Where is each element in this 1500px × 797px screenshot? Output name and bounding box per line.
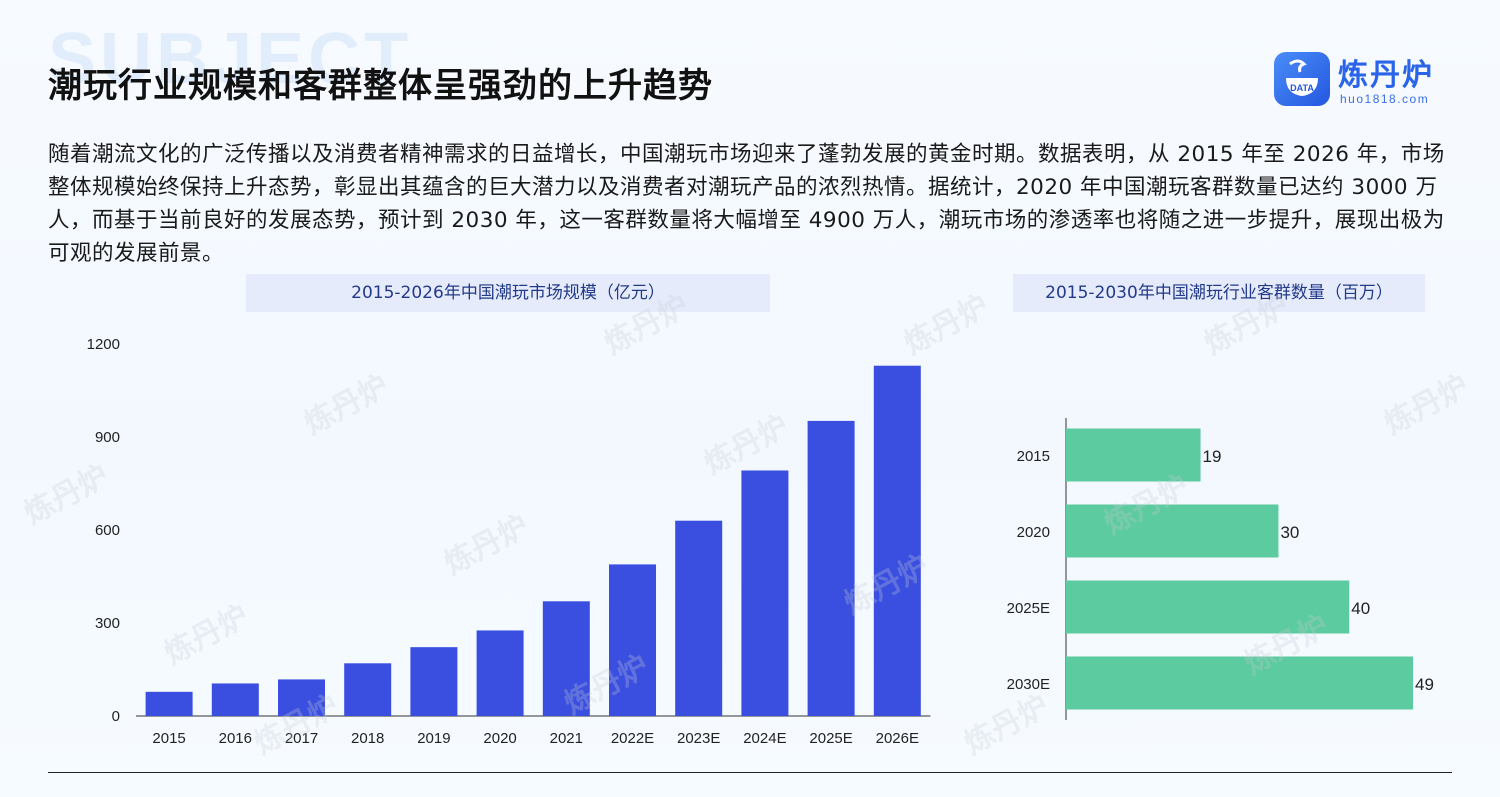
brand-logo[interactable]: DATA 炼丹炉 huo1818.com: [1274, 50, 1464, 108]
intro-paragraph: 随着潮流文化的广泛传播以及消费者精神需求的日益增长，中国潮玩市场迎来了蓬勃发展的…: [48, 142, 1445, 266]
market-size-bar: [278, 679, 325, 716]
y-tick-label: 2020: [1017, 524, 1050, 541]
logo-name: 炼丹炉: [1338, 58, 1434, 93]
data-label: 40: [1351, 599, 1370, 618]
data-label: 19: [1203, 447, 1222, 466]
customer-count-bar: [1066, 504, 1279, 558]
logo-url: huo1818.com: [1340, 92, 1430, 106]
market-size-bar: [145, 691, 193, 716]
market-size-bar: [741, 470, 789, 716]
footer-divider: [48, 772, 1452, 773]
y-tick-label: 1200: [87, 336, 120, 353]
y-tick-label: 2030E: [1007, 676, 1050, 693]
x-tick-label: 2015: [152, 730, 185, 747]
y-tick-label: 0: [112, 708, 120, 725]
market-size-bar: [476, 630, 524, 716]
x-tick-label: 2020: [483, 730, 516, 747]
y-tick-label: 2025E: [1007, 600, 1050, 617]
market-size-bar: [410, 647, 458, 716]
market-size-chart-title: 2015-2026年中国潮玩市场规模（亿元）: [246, 274, 770, 312]
market-size-bar: [609, 564, 656, 716]
market-size-bar-chart: 0 300 600 900 1200 2015 2016 2017 2018 2019 2020 20…: [87, 336, 931, 747]
x-tick-label: 2019: [417, 730, 450, 747]
x-tick-label: 2025E: [809, 730, 852, 747]
x-tick-label: 2018: [351, 730, 384, 747]
x-tick-label: 2017: [285, 730, 318, 747]
y-tick-label: 2015: [1017, 448, 1050, 465]
customer-count-bar: [1066, 656, 1413, 710]
x-tick-label: 2021: [550, 730, 583, 747]
customer-count-chart-title: 2015-2030年中国潮玩行业客群数量（百万）: [1013, 274, 1425, 312]
market-size-bar: [542, 601, 590, 716]
page-title: 潮玩行业规模和客群整体呈强劲的上升趋势: [48, 66, 713, 106]
logo-mark-text: DATA: [1290, 83, 1314, 93]
background-watermark-word: SUBJECT: [48, 19, 413, 99]
y-tick-label: 900: [95, 429, 120, 446]
customer-count-hbar-chart: 2015 19 2020 30 2025E 40 2030E 49: [1007, 418, 1434, 720]
x-tick-label: 2016: [219, 730, 252, 747]
x-tick-label: 2024E: [743, 730, 786, 747]
market-size-bar: [807, 420, 855, 716]
data-label: 49: [1415, 675, 1434, 694]
market-size-bar: [873, 365, 921, 716]
market-size-bar: [675, 520, 723, 716]
data-label: 30: [1280, 523, 1299, 542]
customer-count-bar: [1066, 428, 1201, 482]
y-tick-label: 600: [95, 522, 120, 539]
y-tick-label: 300: [95, 615, 120, 632]
market-size-bar: [344, 663, 392, 716]
customer-count-bar: [1066, 580, 1350, 634]
x-tick-label: 2023E: [677, 730, 720, 747]
logo-mark-icon: DATA: [1274, 52, 1330, 106]
market-size-bar: [211, 683, 259, 716]
x-tick-label: 2022E: [611, 730, 654, 747]
x-tick-label: 2026E: [876, 730, 919, 747]
